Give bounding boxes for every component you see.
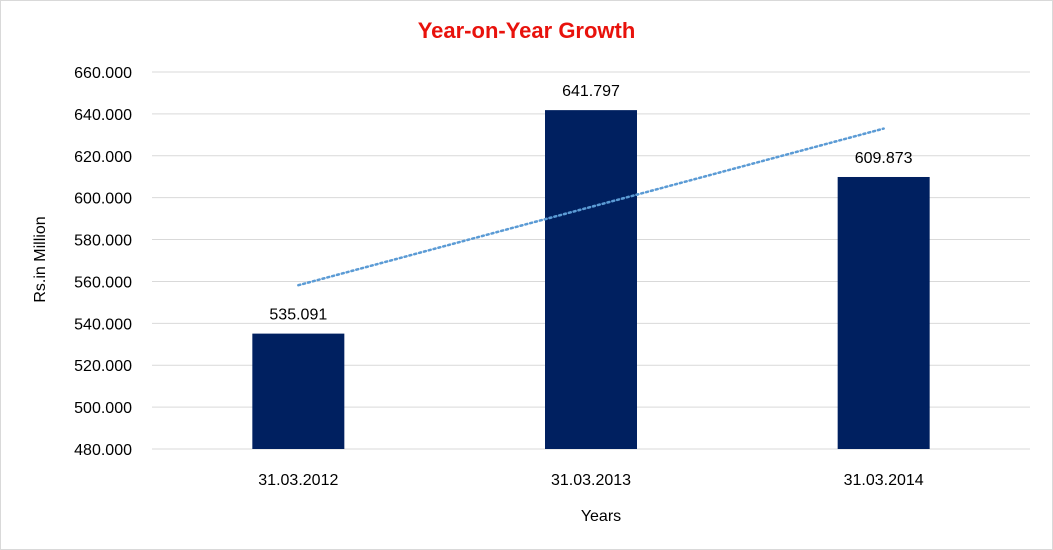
y-axis-title: Rs.in Million <box>32 216 49 302</box>
y-tick-label: 660.000 <box>74 65 132 82</box>
data-label: 535.091 <box>269 307 327 324</box>
y-tick-label: 580.000 <box>74 233 132 250</box>
x-tick-label: 31.03.2012 <box>258 472 338 489</box>
trendline-series <box>297 127 885 287</box>
y-tick-label: 520.000 <box>74 358 132 375</box>
bars <box>252 110 930 449</box>
x-tick-label: 31.03.2014 <box>844 472 924 489</box>
bar <box>545 110 637 449</box>
y-tick-label: 640.000 <box>74 107 132 124</box>
bar <box>837 176 930 449</box>
data-label: 641.797 <box>562 83 620 100</box>
y-tick-label: 620.000 <box>74 149 132 166</box>
labels: 480.000 500.000 520.000 540.000 560.000 580.0… <box>32 65 924 525</box>
y-tick-label: 600.000 <box>74 191 132 208</box>
trendline <box>297 127 885 287</box>
bar <box>252 333 345 449</box>
y-tick-label: 500.000 <box>74 400 132 417</box>
data-label: 609.873 <box>855 150 913 167</box>
chart-title: Year-on-Year Growth <box>417 18 636 43</box>
y-tick-label: 540.000 <box>74 316 132 333</box>
y-tick-label: 560.000 <box>74 274 132 291</box>
x-tick-label: 31.03.2013 <box>551 472 631 489</box>
y-tick-label: 480.000 <box>74 442 132 459</box>
x-axis-title: Years <box>581 508 621 525</box>
